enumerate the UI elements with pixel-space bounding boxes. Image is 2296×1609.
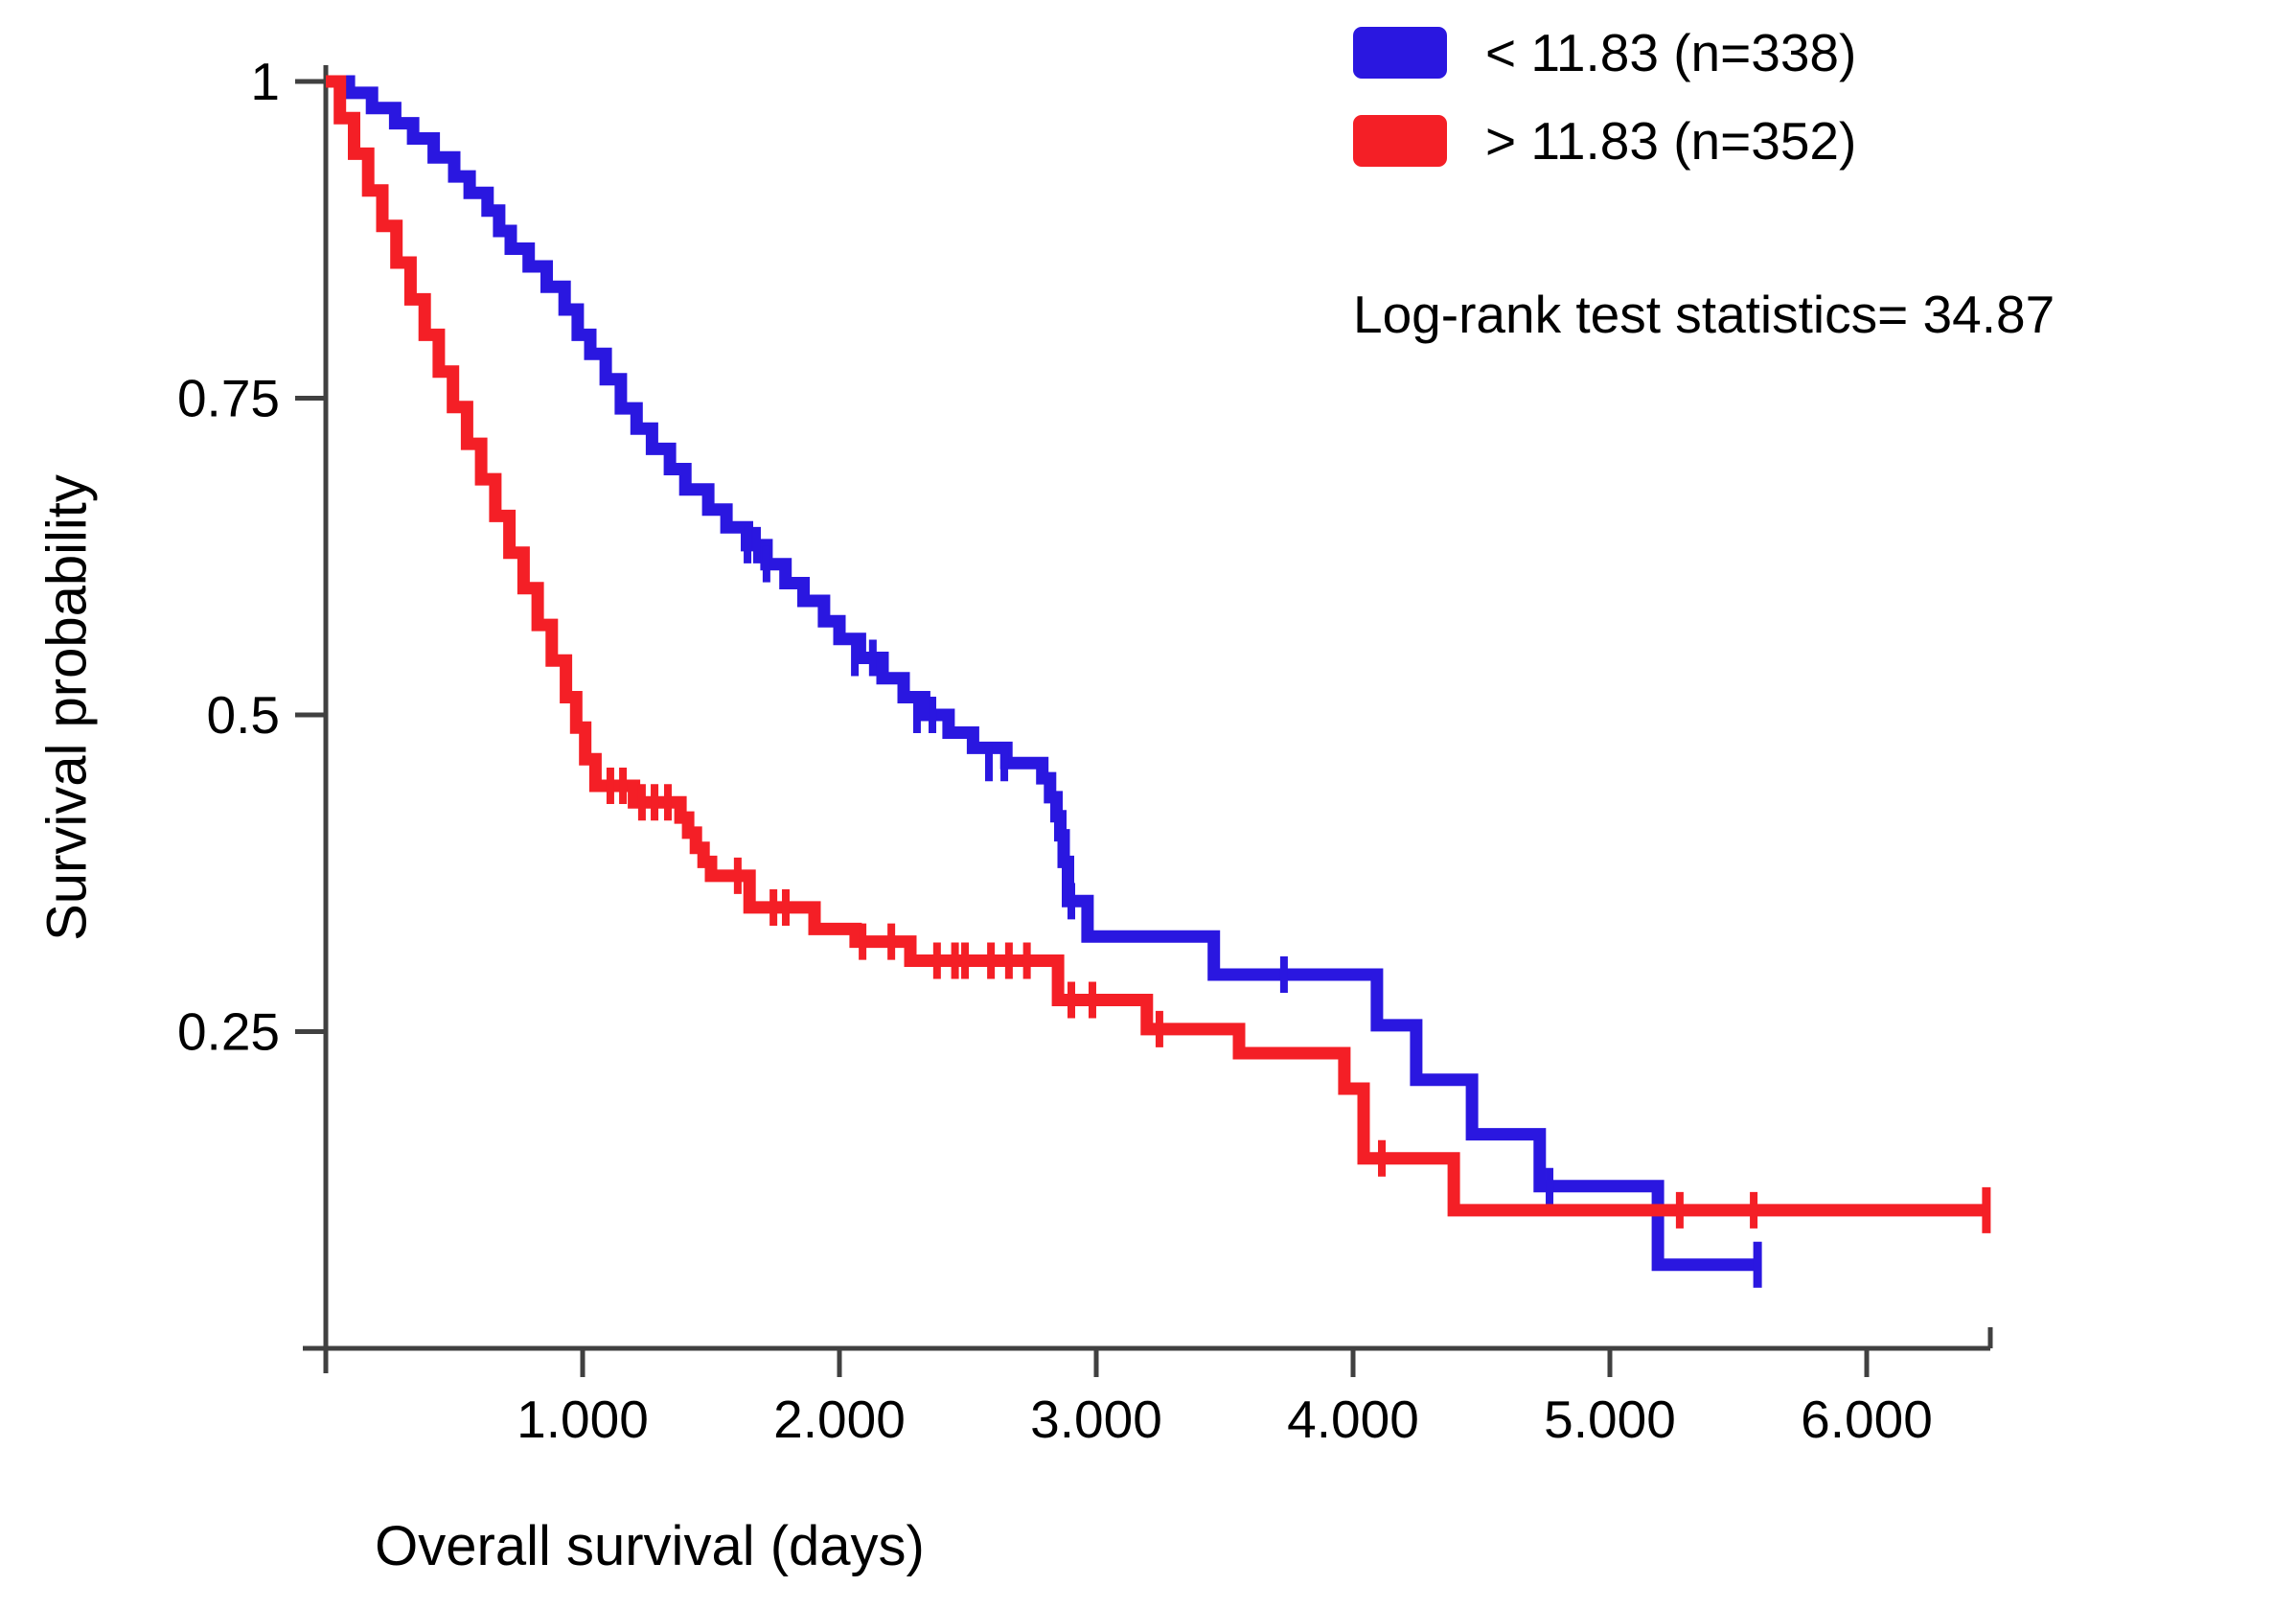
legend-item-blue: < 11.83 (n=338) xyxy=(1353,23,1856,82)
x-tick-label: 2.000 xyxy=(773,1390,906,1449)
km-curve-blue xyxy=(326,75,1758,1272)
km-curve-red xyxy=(326,75,1986,1217)
logrank-stat-text: Log-rank test statistics= 34.87 xyxy=(1353,285,2055,344)
legend-label-blue: < 11.83 (n=338) xyxy=(1485,22,1857,82)
x-tick-label: 1.000 xyxy=(517,1390,649,1449)
x-tick-label: 5.000 xyxy=(1544,1390,1676,1449)
x-tick-label: 4.000 xyxy=(1287,1390,1419,1449)
x-tick-label: 6.000 xyxy=(1801,1390,1933,1449)
y-tick-label: 1 xyxy=(250,52,280,111)
x-tick-label: 3.000 xyxy=(1030,1390,1162,1449)
x-axis-title: Overall survival (days) xyxy=(375,1515,925,1577)
legend-swatch-red xyxy=(1353,115,1447,167)
legend-swatch-blue xyxy=(1353,27,1447,79)
y-axis-title: Survival probability xyxy=(35,474,99,941)
legend-label-red: > 11.83 (n=352) xyxy=(1485,110,1857,171)
legend: < 11.83 (n=338) > 11.83 (n=352) xyxy=(1353,23,1856,199)
legend-item-red: > 11.83 (n=352) xyxy=(1353,111,1856,171)
y-tick-label: 0.5 xyxy=(207,685,280,745)
y-tick-label: 0.75 xyxy=(177,369,280,428)
y-tick-label: 0.25 xyxy=(177,1002,280,1062)
